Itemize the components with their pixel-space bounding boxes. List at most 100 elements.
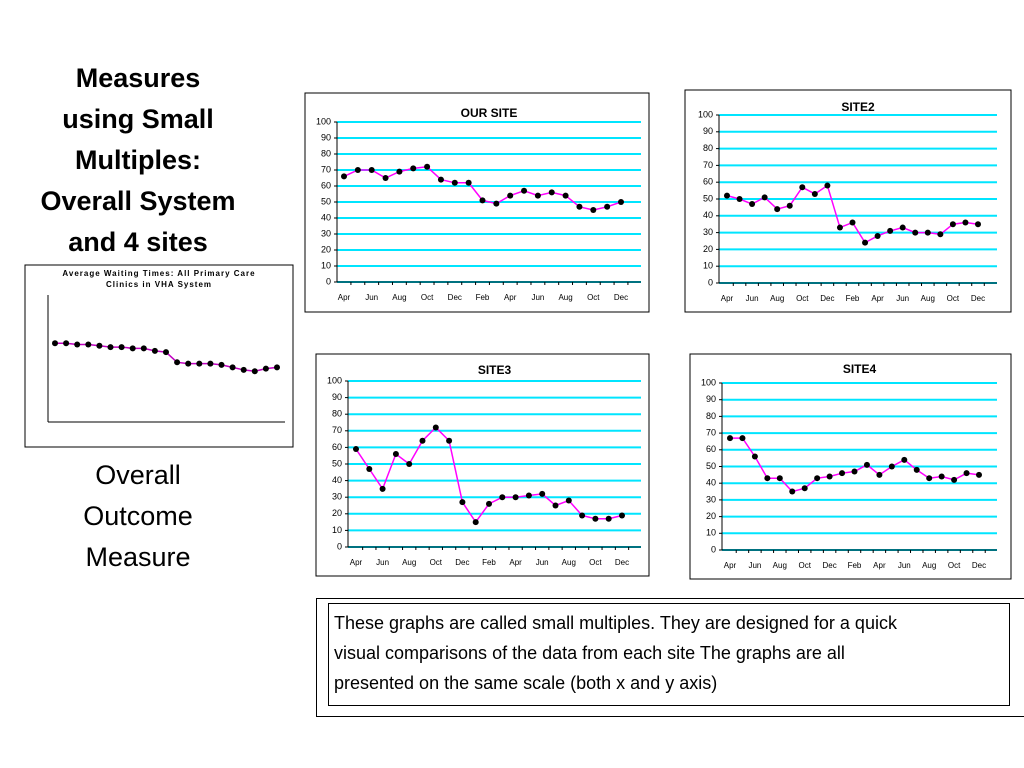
chart-title: SITE4 xyxy=(843,362,877,376)
data-point xyxy=(437,176,444,183)
y-tick-label: 60 xyxy=(332,442,342,452)
caption-line: Measure xyxy=(85,542,191,572)
data-point xyxy=(618,199,624,205)
data-point xyxy=(913,466,920,473)
x-tick-label: Dec xyxy=(971,294,985,303)
chart: SITE4 0 10 20 30 40 50 60 70 80 90 100 Apr Jun Aug Oct D… xyxy=(689,353,1012,580)
data-point xyxy=(85,341,92,348)
data-point xyxy=(52,340,58,347)
y-tick-label: 50 xyxy=(706,461,716,471)
x-tick-label: Apr xyxy=(871,294,884,303)
x-tick-label: Oct xyxy=(796,294,809,303)
x-tick-label: Oct xyxy=(430,558,443,567)
y-tick-label: 60 xyxy=(703,177,713,187)
x-tick-label: Apr xyxy=(873,561,886,570)
x-tick-label: Aug xyxy=(770,294,784,303)
x-tick-label: Aug xyxy=(921,294,935,303)
x-tick-label: Feb xyxy=(846,294,860,303)
y-tick-label: 10 xyxy=(703,261,713,271)
y-tick-label: 80 xyxy=(321,148,331,158)
x-tick-label: Oct xyxy=(798,561,811,570)
data-point xyxy=(521,187,528,194)
data-point xyxy=(534,192,541,199)
y-tick-label: 30 xyxy=(706,494,716,504)
data-point xyxy=(774,206,781,213)
x-tick-label: Apr xyxy=(724,561,737,570)
data-point xyxy=(739,435,746,442)
x-tick-label: Oct xyxy=(947,294,960,303)
data-point xyxy=(604,203,611,210)
data-point xyxy=(926,475,933,482)
y-tick-label: 0 xyxy=(708,277,713,287)
y-tick-label: 0 xyxy=(711,544,716,554)
x-tick-label: Feb xyxy=(482,558,496,567)
data-point xyxy=(761,194,768,201)
title-line: Measures xyxy=(75,63,201,93)
data-point xyxy=(163,349,169,356)
data-point xyxy=(887,227,894,234)
data-point xyxy=(493,200,500,207)
x-tick-label: Dec xyxy=(820,294,834,303)
data-point xyxy=(912,229,919,236)
data-point xyxy=(274,364,280,371)
chart-title: OUR SITE xyxy=(461,106,518,120)
data-point xyxy=(975,221,981,228)
x-tick-label: Aug xyxy=(392,293,406,302)
data-point xyxy=(565,497,572,504)
note: These graphs are called small multiples.… xyxy=(328,603,1010,706)
y-tick-label: 40 xyxy=(332,475,342,485)
data-point xyxy=(382,175,389,181)
x-tick-label: Jun xyxy=(746,294,759,303)
x-tick-label: Apr xyxy=(338,293,351,302)
data-point xyxy=(619,512,625,519)
data-point xyxy=(786,202,793,209)
x-tick-label: Oct xyxy=(589,558,602,567)
y-tick-label: 40 xyxy=(321,212,331,222)
data-point xyxy=(432,424,439,431)
chart: Average Waiting Times: All Primary Care … xyxy=(24,264,294,448)
data-point xyxy=(118,344,125,351)
data-point xyxy=(140,345,147,352)
chart: SITE3 0 10 20 30 40 50 60 70 80 90 100 Apr Jun Aug Oct D… xyxy=(315,353,650,577)
x-tick-label: Jun xyxy=(376,558,389,567)
data-point xyxy=(901,456,908,463)
x-tick-label: Jun xyxy=(898,561,911,570)
y-tick-label: 20 xyxy=(706,511,716,521)
data-point xyxy=(814,475,821,482)
chart-title: SITE3 xyxy=(478,363,512,377)
x-tick-label: Apr xyxy=(504,293,517,302)
data-point xyxy=(240,366,247,373)
data-point xyxy=(366,465,373,472)
y-tick-label: 70 xyxy=(332,425,342,435)
y-tick-label: 40 xyxy=(706,478,716,488)
chart-frame xyxy=(684,89,1012,313)
data-point xyxy=(976,471,982,478)
x-tick-label: Jun xyxy=(896,294,909,303)
chart: SITE2 0 10 20 30 40 50 60 70 80 90 100 Apr Jun Aug Oct D… xyxy=(684,89,1012,313)
chart-title: Average Waiting Times: All Primary Care … xyxy=(62,269,256,289)
data-point xyxy=(368,167,375,173)
x-tick-label: Jun xyxy=(365,293,378,302)
chart-title-box: Average Waiting Times: All Primary Care … xyxy=(62,269,256,289)
data-point xyxy=(548,189,555,196)
data-point xyxy=(129,345,136,352)
data-point xyxy=(379,485,386,492)
caption: Overall Outcome Measure xyxy=(30,455,246,578)
data-point xyxy=(451,179,458,186)
data-point xyxy=(826,473,833,480)
data-point xyxy=(107,344,114,351)
data-point xyxy=(949,221,956,228)
note-line: visual comparisons of the data from each… xyxy=(334,643,845,663)
data-point xyxy=(899,224,906,231)
x-tick-label: Dec xyxy=(615,558,629,567)
data-point xyxy=(539,490,546,497)
data-point xyxy=(724,192,730,199)
x-tick-label: Aug xyxy=(773,561,787,570)
slide-title: Measures using Small Multiples: Overall … xyxy=(20,58,256,263)
y-tick-label: 70 xyxy=(321,164,331,174)
data-point xyxy=(479,197,486,204)
data-point xyxy=(507,192,514,199)
data-point xyxy=(406,461,413,467)
